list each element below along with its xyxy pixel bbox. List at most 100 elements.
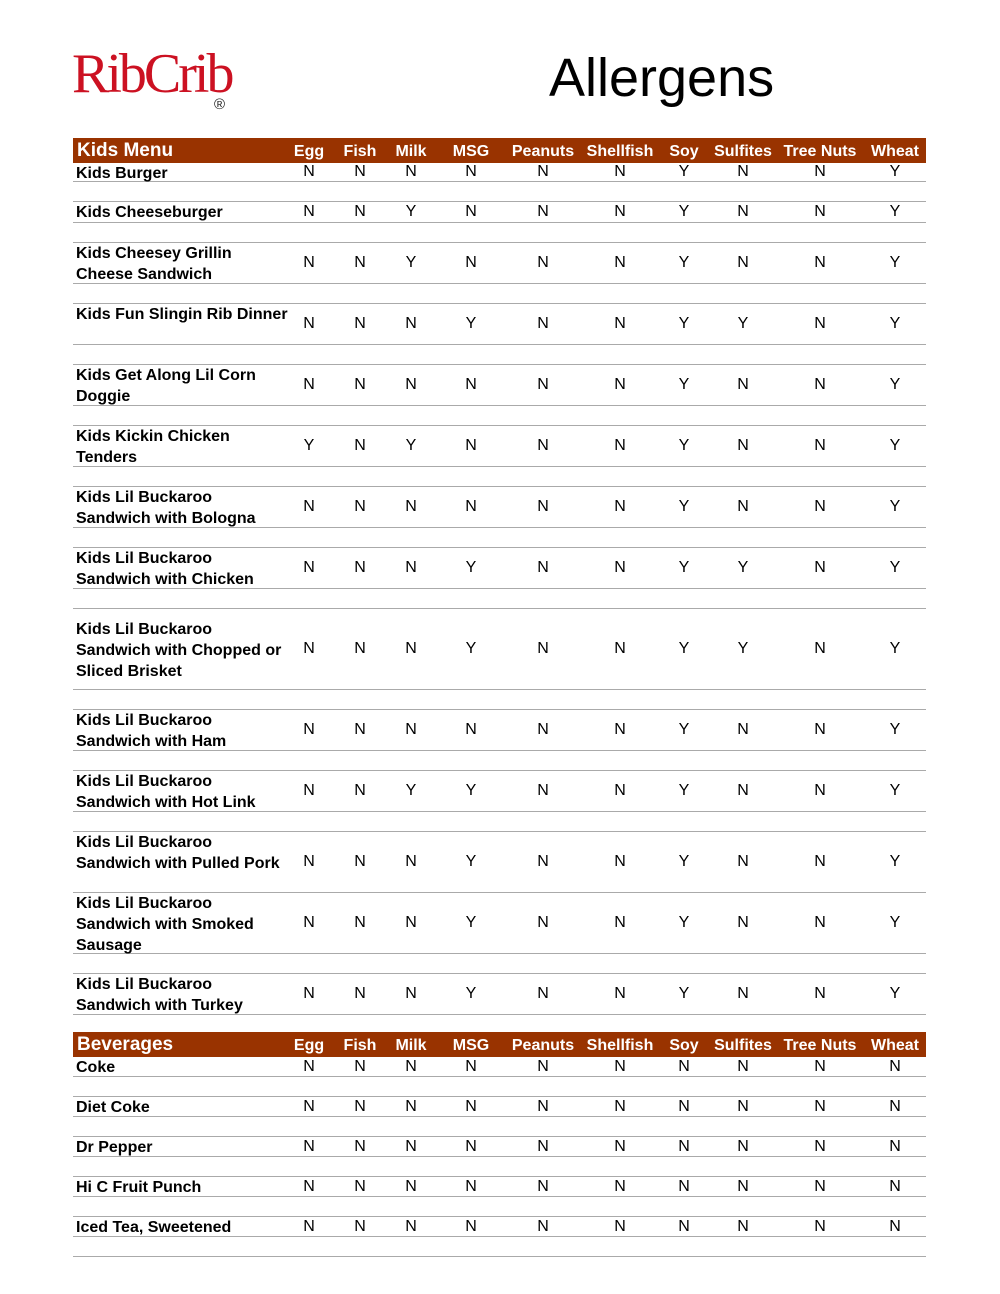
table-row: Kids Fun Slingin Rib Dinner N N N Y N N Y Y N Y (73, 304, 926, 345)
section-beverages: Beverages Egg Fish Milk MSG Peanuts Shellfish S… (73, 1032, 926, 1257)
allergen-value: N (737, 1137, 749, 1155)
row-divider (73, 589, 926, 609)
allergen-value: N (737, 914, 749, 931)
allergen-value: Y (889, 376, 901, 393)
allergen-value: Y (465, 315, 477, 332)
allergen-value: N (889, 1177, 901, 1195)
allergen-value: N (354, 163, 366, 180)
allergen-value: N (737, 1097, 749, 1115)
allergen-value: Y (465, 640, 477, 657)
allergen-value: N (537, 315, 549, 332)
allergen-value: N (465, 498, 477, 515)
allergen-value: N (465, 437, 477, 454)
allergen-value: N (814, 985, 826, 1002)
table-row: Iced Tea, Sweetened N N N N N N N N N N (73, 1217, 926, 1237)
allergen-value: N (465, 1137, 477, 1155)
table-row: Kids Get Along Lil Corn Doggie N N N N N N Y N N Y (73, 365, 926, 406)
allergen-value: N (465, 1097, 477, 1115)
allergen-value: N (814, 1177, 826, 1195)
allergen-value: Y (889, 254, 901, 271)
allergen-value: N (889, 1137, 901, 1155)
table-row: Diet Coke N N N N N N N N N N (73, 1097, 926, 1117)
allergen-value: N (537, 437, 549, 454)
allergen-value: N (537, 203, 549, 220)
allergen-value: N (737, 1177, 749, 1195)
column-header: Shellfish (586, 143, 654, 160)
section-header: Kids Menu Egg Fish Milk MSG Peanuts Shellfish S… (73, 138, 926, 163)
column-header: Milk (395, 1037, 427, 1054)
allergen-value: N (354, 1217, 366, 1235)
column-header: Peanuts (511, 143, 575, 160)
allergen-value: Y (889, 640, 901, 657)
allergen-value: Y (678, 163, 690, 180)
column-header: Sulfites (714, 143, 772, 160)
allergen-value: N (537, 853, 549, 870)
allergen-value: N (303, 1097, 315, 1115)
allergen-value: N (537, 640, 549, 657)
allergen-value: N (614, 721, 626, 738)
allergen-value: N (405, 985, 417, 1002)
allergen-value: N (614, 640, 626, 657)
allergen-value: N (405, 315, 417, 332)
allergen-value: N (537, 721, 549, 738)
allergen-value: N (405, 721, 417, 738)
allergen-value: N (537, 254, 549, 271)
allergen-value: N (303, 782, 315, 799)
column-header: MSG (452, 143, 490, 160)
allergen-value: N (889, 1057, 901, 1075)
allergen-value: N (465, 376, 477, 393)
allergen-value: N (465, 203, 477, 220)
allergen-value: Y (889, 437, 901, 454)
allergen-value: N (405, 1137, 417, 1155)
allergen-value: N (465, 1177, 477, 1195)
allergen-value: N (537, 1137, 549, 1155)
allergen-value: Y (889, 853, 901, 870)
allergen-value: Y (737, 640, 749, 657)
allergen-value: Y (678, 254, 690, 271)
table-row: Kids Lil Buckaroo Sandwich with Turkey N N… (73, 974, 926, 1015)
allergen-value: N (354, 853, 366, 870)
item-name: Dr Pepper (76, 1139, 153, 1156)
allergen-value: N (537, 163, 549, 180)
table-row: Kids Lil Buckaroo Sandwich with Hot Link… (73, 771, 926, 812)
table-row: Kids Lil Buckaroo Sandwich with Bologna N… (73, 487, 926, 528)
allergen-value: N (354, 559, 366, 576)
item-name: Coke (76, 1059, 116, 1076)
allergen-value: N (678, 1137, 690, 1155)
allergen-value: Y (737, 315, 749, 332)
allergen-value: N (814, 914, 826, 931)
item-name: Kids Lil Buckaroo Sandwich with Chicken (76, 550, 254, 588)
allergen-value: N (354, 782, 366, 799)
allergen-value: N (614, 985, 626, 1002)
allergen-value: N (303, 498, 315, 515)
section-title: Beverages (77, 1034, 174, 1055)
row-divider (73, 182, 926, 202)
column-header: Peanuts (511, 1037, 575, 1054)
row-divider (73, 528, 926, 548)
table-row: Hi C Fruit Punch N N N N N N N N N N (73, 1177, 926, 1197)
row-divider (73, 1157, 926, 1177)
allergen-value: N (814, 163, 826, 180)
allergen-value: Y (678, 559, 690, 576)
allergen-value: N (354, 985, 366, 1002)
row-divider (73, 1237, 926, 1257)
column-header: MSG (452, 1037, 490, 1054)
row-divider (73, 1117, 926, 1137)
allergen-value: N (354, 254, 366, 271)
column-header: Egg (293, 1037, 325, 1054)
item-name: Kids Lil Buckaroo Sandwich with Pulled P… (76, 834, 280, 872)
row-divider (73, 690, 926, 710)
allergen-value: N (814, 203, 826, 220)
column-header: Tree Nuts (783, 1037, 857, 1054)
allergen-value: N (737, 376, 749, 393)
allergen-value: N (814, 559, 826, 576)
column-header: Sulfites (714, 1037, 772, 1054)
allergen-value: N (814, 640, 826, 657)
item-name: Hi C Fruit Punch (76, 1179, 202, 1196)
item-name: Iced Tea, Sweetened (76, 1219, 232, 1236)
table-row: Kids Lil Buckaroo Sandwich with Chopped … (73, 609, 926, 690)
allergen-value: N (405, 498, 417, 515)
allergen-value: Y (405, 203, 417, 220)
allergen-value: N (537, 914, 549, 931)
allergen-value: N (405, 914, 417, 931)
